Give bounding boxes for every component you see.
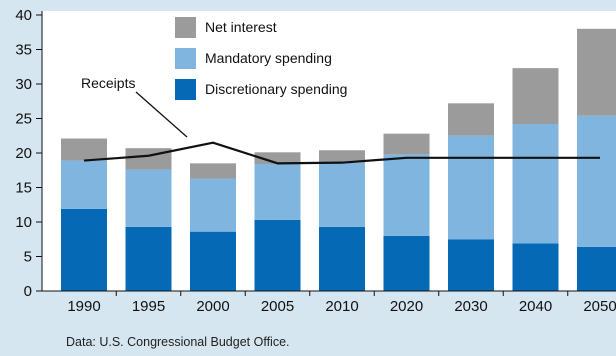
bar-discretionary-spending-1995 [125,226,172,291]
y-tick-label-10: 10 [15,214,32,231]
bar-mandatory-spending-1990 [61,160,107,209]
bar-net-interest-2000 [190,163,236,179]
bar-net-interest-2010 [319,150,365,163]
bar-discretionary-spending-2030 [448,239,494,291]
bar-net-interest-2020 [383,133,430,155]
bar-discretionary-spending-2000 [190,231,236,291]
y-tick-label-0: 0 [24,283,32,300]
legend-label-mandatory-spending: Mandatory spending [205,50,332,66]
bar-discretionary-spending-2040 [512,243,559,291]
receipts-label: Receipts [81,75,135,91]
x-tick-label-2010: 2010 [325,298,358,315]
bar-net-interest-2040 [512,68,559,125]
bar-net-interest-2050 [577,28,616,116]
y-tick-label-20: 20 [15,145,32,162]
bar-mandatory-spending-2020 [383,154,430,236]
x-tick-label-2040: 2040 [519,298,552,315]
bar-mandatory-spending-2000 [190,178,236,232]
bar-discretionary-spending-2020 [383,235,430,291]
x-tick-label-1990: 1990 [67,298,100,315]
bar-mandatory-spending-2030 [448,135,494,240]
bar-mandatory-spending-2010 [319,162,365,227]
x-tick-label-2030: 2030 [454,298,487,315]
bar-mandatory-spending-2040 [512,124,559,244]
x-tick-label-2000: 2000 [196,298,229,315]
bar-net-interest-2005 [254,152,301,165]
bar-mandatory-spending-1995 [125,169,172,227]
legend-swatch-mandatory-spending [175,48,196,69]
bar-net-interest-2030 [448,103,494,136]
budget-chart: 0 5 10 15 20 25 30 35 40 1990 1995 2000 2005 2010 2020… [15,7,616,315]
x-tick-label-1995: 1995 [132,298,165,315]
bar-discretionary-spending-2050 [577,246,616,291]
legend-label-discretionary-spending: Discretionary spending [205,81,347,97]
bar-mandatory-spending-2050 [577,115,616,247]
x-tick-label-2020: 2020 [390,298,423,315]
y-tick-label-40: 40 [15,7,32,24]
receipts-line [83,141,600,165]
bar-discretionary-spending-2010 [319,226,365,291]
receipts-leader-line [135,91,188,138]
y-tick-label-15: 15 [15,180,32,197]
y-tick-label-25: 25 [15,111,32,128]
source-note: Data: U.S. Congressional Budget Office. [66,335,290,349]
bar-net-interest-1990 [61,138,107,161]
legend-swatch-discretionary-spending [175,79,196,100]
x-tick-label-2005: 2005 [261,298,294,315]
bar-discretionary-spending-1990 [61,208,107,291]
legend-label-net-interest: Net interest [205,19,277,35]
bar-mandatory-spending-2005 [254,164,301,220]
legend-swatch-net-interest [175,17,196,38]
y-tick-label-30: 30 [15,76,32,93]
x-tick-label-2050: 2050 [583,298,616,315]
bar-discretionary-spending-2005 [254,219,301,291]
y-tick-label-35: 35 [15,42,32,59]
y-tick-label-5: 5 [24,249,32,266]
